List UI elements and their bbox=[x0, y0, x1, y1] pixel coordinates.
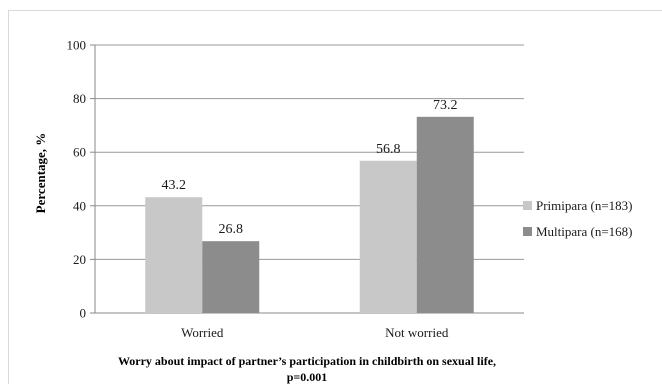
legend-label-primipara: Primipara (n=183) bbox=[536, 198, 633, 213]
y-tick-label: 80 bbox=[73, 91, 86, 106]
x-axis-title-line-2: p=0.001 bbox=[287, 370, 328, 384]
y-tick-label: 100 bbox=[67, 38, 87, 53]
y-tick-label: 20 bbox=[73, 252, 86, 267]
y-tick-label: 40 bbox=[73, 198, 86, 213]
x-axis-ticks: Worried Not worried bbox=[181, 325, 449, 340]
bar-multipara-1 bbox=[416, 116, 474, 313]
x-tick-label: Not worried bbox=[385, 325, 449, 340]
data-label: 73.2 bbox=[433, 98, 458, 113]
bar-multipara-0 bbox=[202, 241, 260, 313]
x-axis-title-line-1: Worry about impact of partner’s particip… bbox=[118, 354, 496, 368]
legend: Primipara (n=183) Multipara (n=168) bbox=[523, 198, 633, 239]
bar-chart: 0 20 40 60 80 100 43.2 26.8 56.8 73.2 Worried Not… bbox=[33, 38, 633, 384]
chart-frame: 0 20 40 60 80 100 43.2 26.8 56.8 73.2 Worried Not… bbox=[8, 10, 662, 384]
data-labels: 43.2 26.8 56.8 73.2 bbox=[162, 98, 458, 237]
data-label: 26.8 bbox=[219, 222, 244, 237]
y-tick-label: 60 bbox=[73, 145, 86, 160]
y-axis-ticks: 0 20 40 60 80 100 bbox=[67, 38, 87, 321]
bar-primipara-0 bbox=[145, 197, 203, 313]
legend-label-multipara: Multipara (n=168) bbox=[536, 224, 633, 239]
data-label: 43.2 bbox=[162, 178, 187, 193]
bar-primipara-1 bbox=[359, 160, 417, 313]
legend-swatch-primipara bbox=[523, 201, 532, 210]
legend-swatch-multipara bbox=[523, 227, 532, 236]
bars bbox=[145, 116, 474, 313]
y-axis-label: Percentage, % bbox=[33, 133, 48, 214]
x-tick-label: Worried bbox=[181, 325, 224, 340]
data-label: 56.8 bbox=[376, 142, 401, 157]
y-tick-label: 0 bbox=[80, 306, 87, 321]
